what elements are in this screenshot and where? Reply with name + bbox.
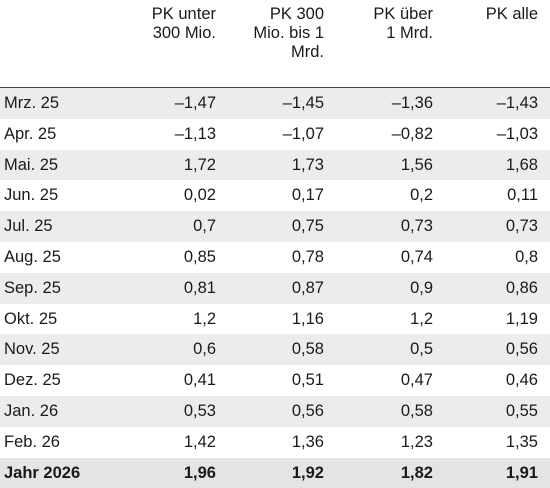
row-value: –1,07: [282, 124, 324, 143]
row-label: Okt. 25: [4, 309, 58, 328]
table-row: Jan. 26 0,53 0,56 0,58 0,55: [0, 395, 550, 427]
total-value: 1,92: [291, 463, 324, 482]
row-value: 1,35: [505, 432, 538, 451]
row-value: –1,45: [282, 94, 324, 112]
table-row: Feb. 26 1,42 1,36 1,23 1,35: [0, 427, 550, 458]
row-value: 0,02: [183, 186, 216, 205]
row-value: –1,03: [496, 124, 538, 143]
row-label: Nov. 25: [4, 340, 60, 359]
row-value: 1,42: [183, 432, 216, 451]
row-value: 1,19: [505, 309, 538, 328]
row-value: 1,72: [183, 155, 216, 174]
row-label: Dez. 25: [4, 371, 61, 390]
table-row: Okt. 25 1,2 1,16 1,2 1,19: [0, 304, 550, 335]
row-value: 0,46: [505, 371, 538, 390]
table-row: Nov. 25 0,6 0,58 0,5 0,56: [0, 334, 550, 366]
row-value: 0,2: [410, 186, 433, 205]
row-value: 1,2: [410, 309, 433, 328]
row-value: –1,36: [391, 94, 433, 112]
table-row: Sep. 25 0,81 0,87 0,9 0,86: [0, 272, 550, 304]
row-value: 0,51: [291, 371, 324, 390]
row-value: 0,58: [400, 401, 433, 420]
row-value: 0,55: [505, 401, 538, 420]
table-row: Mai. 25 1,72 1,73 1,56 1,68: [0, 149, 550, 181]
column-header-pk-alle: PK alle: [485, 5, 538, 23]
total-value: 1,82: [400, 463, 433, 482]
table-row: Jun. 25 0,02 0,17 0,2 0,11: [0, 180, 550, 211]
row-value: 0,78: [291, 247, 324, 266]
row-value: 0,56: [291, 401, 324, 420]
table-row: Dez. 25 0,41 0,51 0,47 0,46: [0, 365, 550, 396]
table-row: Aug. 25 0,85 0,78 0,74 0,8: [0, 242, 550, 273]
row-label: Sep. 25: [4, 278, 61, 297]
row-value: 0,74: [400, 247, 433, 266]
row-value: 0,56: [505, 340, 538, 359]
row-value: 0,85: [183, 247, 216, 266]
row-value: 0,11: [507, 186, 538, 205]
table-row: Mrz. 25 –1,47 –1,45 –1,36 –1,43: [0, 88, 550, 119]
row-value: 0,9: [410, 278, 433, 297]
row-value: 1,23: [400, 432, 433, 451]
row-value: –0,82: [391, 124, 433, 143]
row-label: Jul. 25: [4, 217, 53, 236]
header-divider: [0, 87, 550, 88]
row-value: 0,73: [400, 217, 433, 236]
row-value: 0,7: [193, 217, 216, 236]
table-body: Mrz. 25 –1,47 –1,45 –1,36 –1,43 Apr. 25 –1,13 –…: [0, 88, 550, 488]
row-value: 0,41: [183, 371, 216, 390]
table-row: Jul. 25 0,7 0,75 0,73 0,73: [0, 211, 550, 242]
row-value: 1,16: [291, 309, 324, 328]
row-value: 1,36: [291, 432, 324, 451]
row-value: 0,47: [400, 371, 433, 390]
row-value: 0,58: [291, 340, 324, 359]
row-value: 0,87: [291, 278, 324, 297]
row-value: 0,86: [505, 278, 538, 297]
total-value: 1,91: [505, 463, 538, 482]
row-value: 1,56: [400, 155, 433, 174]
row-label: Feb. 26: [4, 432, 60, 451]
row-label: Apr. 25: [4, 124, 57, 143]
row-value: 1,73: [291, 155, 324, 174]
row-value: 0,8: [515, 247, 538, 266]
row-label: Jan. 26: [4, 401, 59, 420]
table-row: Apr. 25 –1,13 –1,07 –0,82 –1,03: [0, 119, 550, 150]
row-value: –1,13: [174, 124, 216, 143]
column-header-pk-300-bis-1-mrd: PK 300 Mio. bis 1 Mrd.: [253, 5, 324, 61]
row-value: 0,6: [193, 340, 216, 359]
row-value: –1,47: [174, 94, 216, 112]
row-label: Jun. 25: [4, 186, 59, 205]
row-value: 0,75: [291, 217, 324, 236]
row-value: 0,81: [183, 278, 216, 297]
table-total-row: Jahr 2026 1,96 1,92 1,82 1,91: [0, 457, 550, 488]
row-value: 0,17: [291, 186, 324, 205]
table-header: PK unter 300 Mio. PK 300 Mio. bis 1 Mrd.…: [0, 5, 550, 85]
row-label: Mai. 25: [4, 155, 59, 174]
row-value: 1,2: [193, 309, 216, 328]
row-value: 0,5: [410, 340, 433, 359]
row-value: 0,53: [183, 401, 216, 420]
row-label: Mrz. 25: [4, 94, 60, 112]
row-value: 0,73: [505, 217, 538, 236]
row-value: 1,68: [505, 155, 538, 174]
total-label: Jahr 2026: [4, 463, 81, 482]
column-header-pk-ueber-1-mrd: PK über 1 Mrd.: [373, 5, 433, 42]
total-value: 1,96: [183, 463, 216, 482]
column-header-pk-unter-300: PK unter 300 Mio.: [151, 5, 216, 42]
row-label: Aug. 25: [4, 247, 61, 266]
row-value: –1,43: [496, 94, 538, 112]
